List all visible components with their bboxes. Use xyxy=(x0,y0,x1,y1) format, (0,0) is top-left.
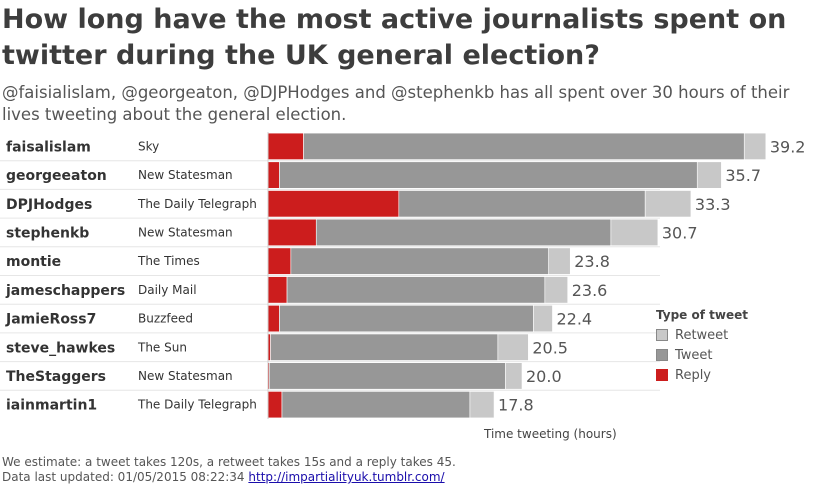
x-axis-title: Time tweeting (hours) xyxy=(484,427,617,441)
row-label-outlet: The Times xyxy=(137,254,200,268)
bar-segment-reply xyxy=(267,276,288,304)
bar-segment-tweet xyxy=(315,218,612,246)
chart-title: How long have the most active journalist… xyxy=(2,4,787,71)
row-label-outlet: New Statesman xyxy=(138,225,233,239)
bar-segment-retweet xyxy=(497,333,529,361)
total-label: 39.2 xyxy=(770,137,806,156)
legend: Type of tweet Retweet Tweet Reply xyxy=(656,308,748,385)
bar-segment-retweet xyxy=(644,190,692,218)
row-label-outlet: The Daily Telegraph xyxy=(137,197,257,211)
row-label-outlet: Daily Mail xyxy=(138,283,197,297)
footnote-updated-text: Data last updated: 01/05/2015 08:22:34 xyxy=(2,470,245,484)
bar-segment-retweet xyxy=(533,304,553,333)
row-label-outlet: Sky xyxy=(138,139,159,153)
total-label: 20.5 xyxy=(532,338,568,357)
total-label: 33.3 xyxy=(695,195,731,214)
legend-swatch-tweet xyxy=(656,349,668,361)
row-label-outlet: New Statesman xyxy=(138,168,233,182)
footnote-updated: Data last updated: 01/05/2015 08:22:34 h… xyxy=(2,470,456,485)
row-label-outlet: The Daily Telegraph xyxy=(137,398,257,412)
bar-segment-tweet xyxy=(303,132,745,160)
bar-segment-tweet xyxy=(290,247,549,275)
row-label-handle: steve_hawkes xyxy=(6,340,115,356)
row-label-handle: DPJHodges xyxy=(6,197,92,213)
bar-segment-tweet xyxy=(281,391,471,419)
row-label-outlet: Buzzfeed xyxy=(138,312,193,326)
bar-segment-reply xyxy=(267,132,304,160)
chart-subtitle: @faisialislam, @georgeaton, @DJPHodges a… xyxy=(2,83,790,124)
legend-item-retweet: Retweet xyxy=(656,325,748,345)
total-label: 23.6 xyxy=(572,281,608,300)
bar-segment-retweet xyxy=(505,362,523,390)
bar-segment-tweet xyxy=(270,333,499,361)
total-label: 20.0 xyxy=(526,367,562,386)
bar-segment-tweet xyxy=(279,304,534,333)
row-label-handle: TheStaggers xyxy=(6,369,106,385)
legend-swatch-retweet xyxy=(656,329,668,341)
bar-segment-tweet xyxy=(268,362,506,390)
bar-segment-reply xyxy=(267,304,280,333)
bar-segment-retweet xyxy=(743,132,767,160)
total-label: 17.8 xyxy=(498,396,534,415)
total-label: 30.7 xyxy=(662,223,698,242)
total-label: 22.4 xyxy=(556,310,592,329)
row-label-outlet: The Sun xyxy=(137,340,187,354)
bar-segment-reply xyxy=(267,218,317,246)
legend-label-tweet: Tweet xyxy=(675,347,713,363)
row-label-handle: faisalislam xyxy=(6,139,91,155)
row-label-handle: JamieRoss7 xyxy=(5,312,96,328)
bar-segment-reply xyxy=(267,391,283,419)
bar-segment-retweet xyxy=(544,276,569,304)
row-label-handle: montie xyxy=(6,254,61,270)
legend-item-tweet: Tweet xyxy=(656,345,748,365)
footnote-estimate: We estimate: a tweet takes 120s, a retwe… xyxy=(2,455,456,469)
row-label-handle: stephenkb xyxy=(6,225,89,241)
legend-swatch-reply xyxy=(656,369,668,381)
bar-segment-reply xyxy=(267,161,280,189)
legend-label-retweet: Retweet xyxy=(675,327,729,343)
bar-segment-tweet xyxy=(286,276,546,304)
row-label-handle: jameschappers xyxy=(5,283,125,299)
row-label-handle: iainmartin1 xyxy=(6,398,97,414)
bar-segment-retweet xyxy=(469,391,495,419)
row-label-outlet: New Statesman xyxy=(138,369,233,383)
total-label: 35.7 xyxy=(725,166,761,185)
legend-item-reply: Reply xyxy=(656,365,748,385)
footnote: We estimate: a tweet takes 120s, a retwe… xyxy=(2,455,456,485)
bar-segment-reply xyxy=(267,190,400,218)
bar-segment-retweet xyxy=(696,161,722,189)
source-link[interactable]: http://impartialityuk.tumblr.com/ xyxy=(248,470,445,484)
bar-segment-retweet xyxy=(548,247,571,275)
bar-segment-retweet xyxy=(610,218,659,246)
bar-segment-tweet xyxy=(279,161,698,189)
bar-segment-reply xyxy=(267,247,292,275)
total-label: 23.8 xyxy=(574,252,610,271)
legend-title: Type of tweet xyxy=(656,308,748,322)
bar-segment-tweet xyxy=(398,190,646,218)
row-label-handle: georgeeaton xyxy=(6,168,107,184)
legend-label-reply: Reply xyxy=(675,367,712,383)
